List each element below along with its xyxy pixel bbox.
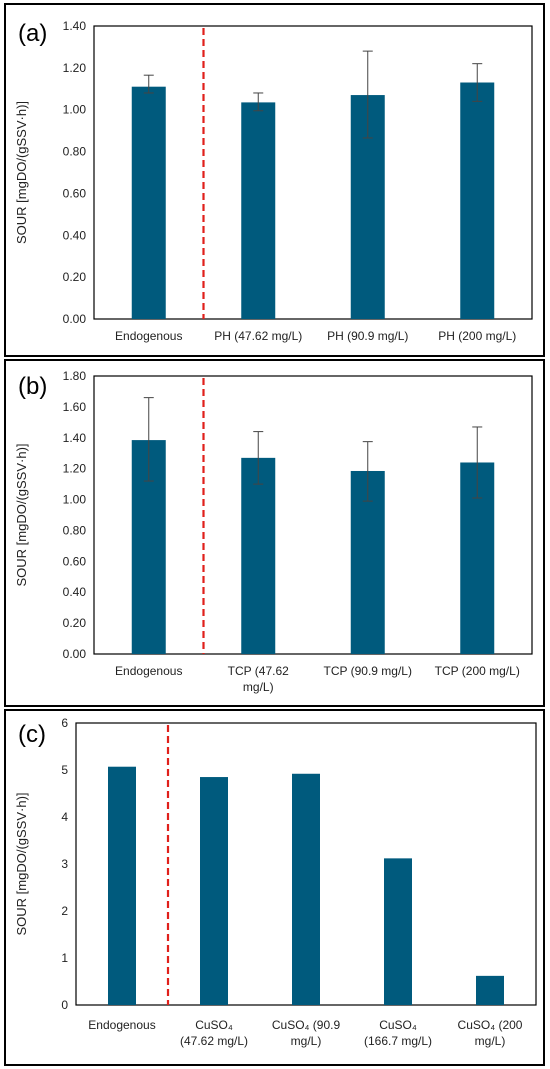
bar [292,773,320,1005]
panel-a: (a) 0.00 0.20 0.40 0.60 0.80 1.00 1.20 1.40 SOUR … [4,3,545,357]
panel-b: (b) 0.00 0.20 0.40 0.60 0.80 1.00 1.20 1.40 1.60 1… [4,359,545,707]
chart-b: (b) 0.00 0.20 0.40 0.60 0.80 1.00 1.20 1.40 1.60 1… [14,369,533,694]
category-label-line: PH (47.62 mg/L) [214,329,302,343]
category-label-line: TCP (47.62 [228,664,289,678]
category-label-line: CuSO₄ [379,1018,417,1032]
category-label: CuSO₄ (200 mg/L) [458,1018,523,1048]
bar [131,86,166,319]
y-tick-label: 0.20 [63,270,87,284]
category-label-line: CuSO₄ [195,1018,233,1032]
y-tick-label: 0.80 [63,145,87,159]
panel-c: (c) 0 1 2 3 4 5 6 SOUR [mgDO/(gSSV·h)] Endogenous… [4,709,545,1066]
category-label: Endogenous [115,329,182,343]
y-tick-label: 1.40 [63,19,87,33]
y-tick-label: 1 [61,951,68,965]
category-label-line: (47.62 mg/L) [180,1034,248,1048]
category-label: CuSO₄ (47.62 mg/L) [180,1018,248,1048]
plot-frame [93,25,533,320]
y-tick-label: 0.60 [63,186,87,200]
y-tick-label: 1.40 [63,431,87,445]
category-label: PH (47.62 mg/L) [214,329,302,343]
panel-label: (c) [18,721,46,748]
category-label-line: TCP (200 mg/L) [435,664,520,678]
y-axis-label: SOUR [mgDO/(gSSV·h)] [14,101,29,244]
y-tick-label: 0.60 [63,554,87,568]
category-label: CuSO₄ (90.9 mg/L) [272,1018,341,1048]
y-tick-label: 3 [61,857,68,871]
category-label-line: CuSO₄ (200 [458,1018,523,1032]
bar [108,766,136,1005]
category-label-line: mg/L) [291,1034,322,1048]
plot-frame [93,375,533,655]
category-label-line: Endogenous [88,1018,155,1032]
category-label: PH (200 mg/L) [438,329,516,343]
category-label: Endogenous [115,664,182,678]
panel-label: (a) [18,20,47,47]
y-tick-label: 6 [61,716,68,730]
y-tick-label: 1.20 [63,61,87,75]
y-axis-label: SOUR [mgDO/(gSSV·h)] [14,443,29,586]
category-label: CuSO₄ (166.7 mg/L) [364,1018,432,1048]
category-label-line: TCP (90.9 mg/L) [324,664,412,678]
category-label-line: PH (90.9 mg/L) [327,329,408,343]
category-label: Endogenous [88,1018,155,1032]
bar [241,102,276,319]
bar [200,777,228,1005]
category-label-line: PH (200 mg/L) [438,329,516,343]
bar [384,858,412,1005]
category-label: PH (90.9 mg/L) [327,329,408,343]
chart-a: (a) 0.00 0.20 0.40 0.60 0.80 1.00 1.20 1.40 SOUR … [14,19,533,343]
category-label: TCP (90.9 mg/L) [324,664,412,678]
y-tick-label: 1.00 [63,493,87,507]
category-label-line: Endogenous [115,664,182,678]
y-tick-label: 0.80 [63,523,87,537]
category-label-line: Endogenous [115,329,182,343]
y-tick-label: 1.20 [63,462,87,476]
bar [460,82,495,319]
y-tick-label: 1.60 [63,400,87,414]
y-tick-label: 1.80 [63,369,87,383]
bar [476,975,504,1005]
y-tick-label: 0.00 [63,312,87,326]
y-tick-label: 1.00 [63,103,87,117]
panel-label: (b) [18,373,47,400]
y-tick-label: 0 [61,998,68,1012]
chart-c: (c) 0 1 2 3 4 5 6 SOUR [mgDO/(gSSV·h)] Endogenous… [14,716,537,1048]
y-axis-label: SOUR [mgDO/(gSSV·h)] [14,792,29,935]
category-label-line: mg/L) [243,680,274,694]
y-tick-label: 0.20 [63,616,87,630]
category-label: TCP (200 mg/L) [435,664,520,678]
category-label-line: mg/L) [475,1034,506,1048]
category-label-line: (166.7 mg/L) [364,1034,432,1048]
category-label: TCP (47.62 mg/L) [228,664,289,694]
y-tick-label: 0.00 [63,647,87,661]
y-tick-label: 4 [61,810,68,824]
y-tick-label: 0.40 [63,228,87,242]
y-tick-label: 0.40 [63,585,87,599]
y-tick-label: 5 [61,763,68,777]
category-label-line: CuSO₄ (90.9 [272,1018,341,1032]
bar [241,457,276,654]
y-tick-label: 2 [61,904,68,918]
